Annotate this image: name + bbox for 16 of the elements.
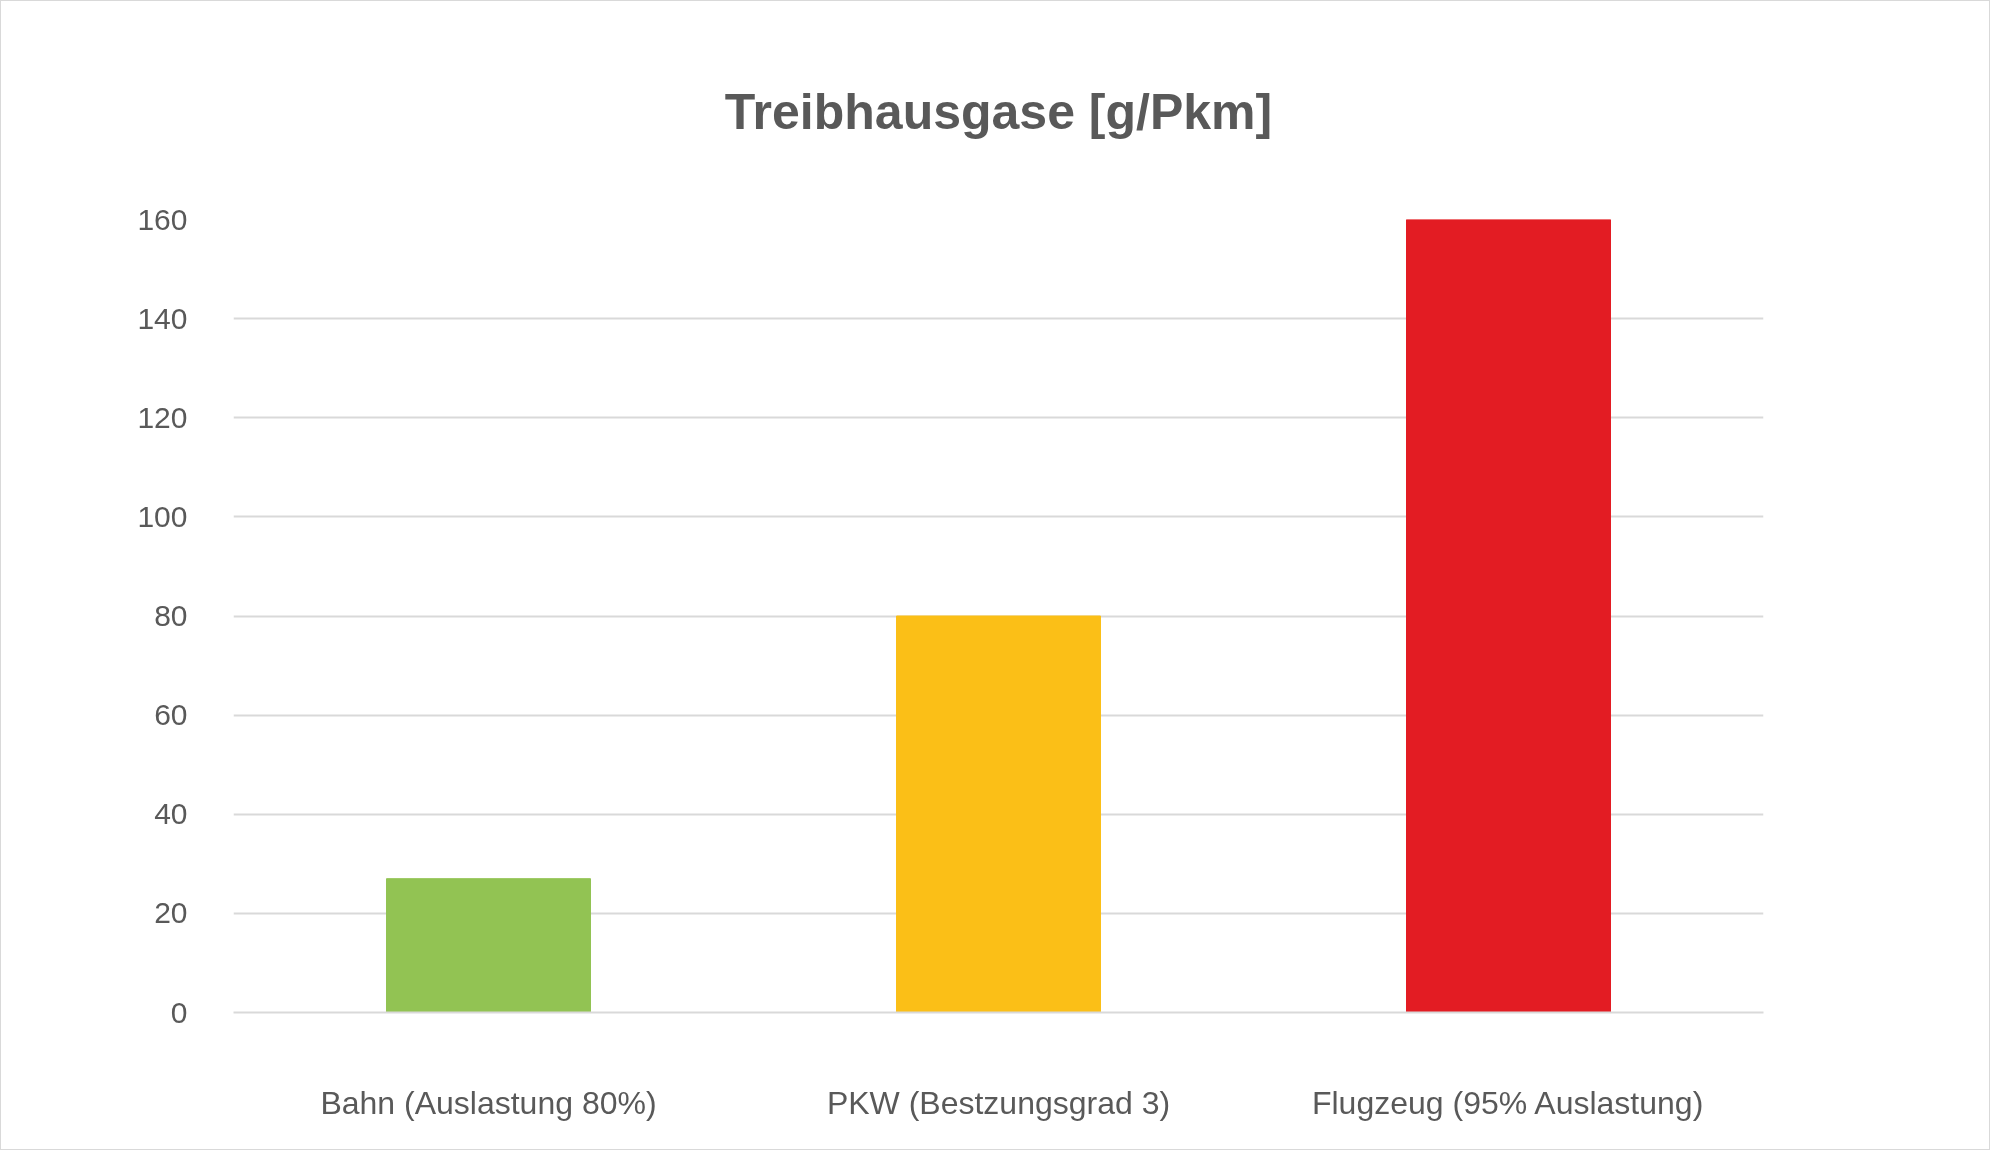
y-tick-label: 160: [137, 202, 188, 236]
y-tick-label: 20: [154, 896, 188, 930]
y-tick-label: 40: [154, 797, 188, 831]
y-tick-label: 100: [137, 499, 188, 533]
chart-title: Treibhausgase [g/Pkm]: [724, 83, 1273, 140]
y-tick-label: 120: [137, 400, 188, 434]
y-tick-label: 60: [154, 698, 188, 732]
bar: [386, 878, 591, 1013]
x-tick-label: Flugzeug (95% Auslastung): [1311, 1084, 1704, 1121]
x-tick-label: Bahn (Auslastung 80%): [320, 1084, 657, 1121]
bar: [896, 615, 1101, 1013]
y-tick-label: 140: [137, 301, 188, 335]
x-tick-label: PKW (Bestzungsgrad 3): [826, 1084, 1171, 1121]
y-tick-label: 80: [154, 599, 188, 632]
y-tick-label: 0: [170, 995, 188, 1029]
bar: [1406, 219, 1611, 1013]
